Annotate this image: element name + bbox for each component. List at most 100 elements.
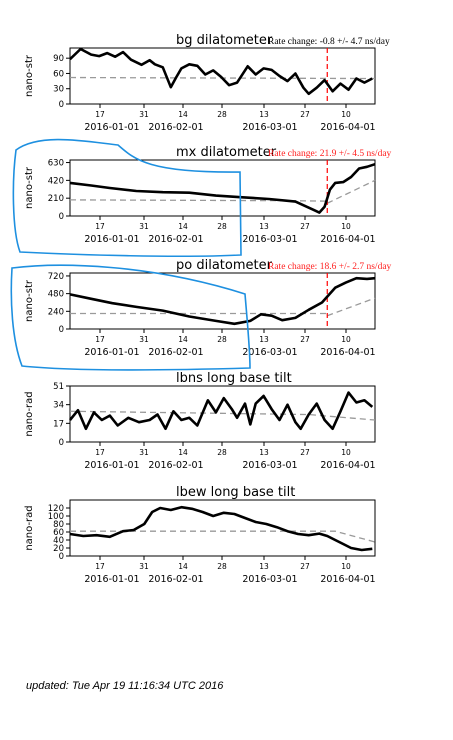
x-tick-label: 31	[139, 110, 149, 119]
chart-title: lbew long base tilt	[176, 485, 295, 500]
x-date-label: 2016-01-01	[84, 347, 139, 358]
x-date-label: 2016-01-01	[84, 460, 139, 471]
x-date-label: 2016-02-01	[148, 122, 203, 133]
x-date-label: 2016-03-01	[242, 460, 297, 471]
x-tick-label: 28	[217, 448, 227, 457]
x-date-label: 2016-04-01	[320, 122, 375, 133]
x-tick-label: 14	[178, 110, 188, 119]
x-tick-label: 27	[300, 448, 310, 457]
x-tick-label: 17	[95, 335, 105, 344]
x-tick-label: 28	[217, 562, 227, 571]
x-date-label: 2016-04-01	[320, 234, 375, 245]
y-tick-label: 40	[53, 536, 64, 546]
x-tick-label: 14	[178, 562, 188, 571]
x-tick-label: 17	[95, 110, 105, 119]
y-tick-label: 0	[59, 100, 64, 110]
y-tick-label: 60	[53, 528, 64, 538]
y-tick-label: 51	[53, 382, 64, 392]
series-line	[69, 162, 376, 214]
series-line	[69, 505, 373, 552]
x-tick-label: 31	[139, 562, 149, 571]
y-tick-label: 0	[59, 438, 64, 448]
y-tick-label: 30	[53, 85, 64, 95]
series-line	[68, 391, 374, 431]
chart-title: mx dilatometer	[176, 145, 277, 160]
y-axis-label: nano-rad	[24, 391, 35, 436]
x-tick-label: 10	[341, 562, 351, 571]
y-tick-label: 100	[48, 512, 64, 522]
chart-panel-3: lbns long base tilt nano-rad 0 17 34 51 17 31 14…	[24, 371, 376, 471]
x-date-label: 2016-01-01	[84, 122, 139, 133]
y-tick-label: 80	[53, 520, 64, 530]
projection-line	[327, 297, 376, 317]
x-date-label: 2016-01-01	[84, 574, 139, 585]
x-date-label: 2016-04-01	[320, 347, 375, 358]
x-tick-label: 27	[300, 222, 310, 231]
y-tick-label: 17	[53, 419, 64, 429]
y-tick-label: 0	[59, 212, 64, 222]
y-tick-label: 90	[53, 54, 64, 64]
rate-change-label: Rate change: -0.8 +/- 4.7 ns/day	[268, 37, 390, 47]
x-date-label: 2016-03-01	[242, 122, 297, 133]
x-date-label: 2016-02-01	[148, 574, 203, 585]
x-tick-label: 10	[341, 110, 351, 119]
y-tick-label: 420	[48, 176, 64, 186]
plot-frame	[69, 272, 376, 330]
x-tick-label: 27	[300, 562, 310, 571]
plot-frame	[69, 499, 376, 557]
x-date-label: 2016-04-01	[320, 574, 375, 585]
projection-line	[326, 179, 376, 204]
x-tick-label: 13	[259, 335, 269, 344]
x-tick-label: 27	[300, 335, 310, 344]
chart-title: lbns long base tilt	[176, 371, 292, 386]
y-axis-label: nano-str	[24, 54, 35, 97]
x-date-label: 2016-02-01	[148, 460, 203, 471]
y-tick-label: 0	[59, 552, 64, 562]
x-date-label: 2016-03-01	[242, 234, 297, 245]
x-tick-label: 14	[178, 448, 188, 457]
x-date-label: 2016-02-01	[148, 234, 203, 245]
y-tick-label: 720	[48, 272, 64, 282]
y-tick-label: 34	[53, 401, 64, 411]
x-tick-label: 14	[178, 335, 188, 344]
y-tick-label: 480	[48, 290, 64, 300]
y-tick-label: 20	[53, 544, 64, 554]
x-date-label: 2016-03-01	[242, 574, 297, 585]
x-tick-label: 28	[217, 335, 227, 344]
x-tick-label: 10	[341, 222, 351, 231]
y-axis-label: nano-str	[24, 279, 35, 322]
x-tick-label: 14	[178, 222, 188, 231]
y-axis-label: nano-str	[24, 166, 35, 209]
x-date-label: 2016-01-01	[84, 234, 139, 245]
reference-line	[70, 530, 376, 543]
x-tick-label: 13	[259, 110, 269, 119]
x-tick-label: 13	[259, 448, 269, 457]
y-tick-label: 630	[48, 159, 64, 169]
reference-line	[69, 410, 376, 421]
series-line	[69, 276, 376, 326]
x-tick-label: 13	[259, 562, 269, 571]
x-tick-label: 10	[341, 448, 351, 457]
chart-title: po dilatometer	[176, 258, 273, 273]
x-date-label: 2016-02-01	[148, 347, 203, 358]
x-tick-label: 27	[300, 110, 310, 119]
rate-change-label: Rate change: 21.9 +/- 4.5 ns/day	[268, 149, 392, 159]
y-tick-label: 60	[53, 69, 64, 79]
x-tick-label: 10	[341, 335, 351, 344]
series-line	[69, 47, 373, 96]
updated-timestamp: updated: Tue Apr 19 11:16:34 UTC 2016	[26, 680, 224, 692]
chart-title: bg dilatometer	[176, 33, 273, 48]
x-tick-label: 31	[139, 335, 149, 344]
x-tick-label: 28	[217, 222, 227, 231]
rate-change-label: Rate change: 18.6 +/- 2.7 ns/day	[268, 262, 392, 272]
y-tick-label: 240	[48, 307, 64, 317]
x-tick-label: 13	[259, 222, 269, 231]
annotation-outline-mx	[12, 138, 242, 258]
y-tick-label: 0	[59, 325, 64, 335]
y-tick-label: 120	[48, 504, 64, 514]
chart-panel-4: lbew long base tiltnano-rad0204060801001…	[24, 485, 376, 585]
